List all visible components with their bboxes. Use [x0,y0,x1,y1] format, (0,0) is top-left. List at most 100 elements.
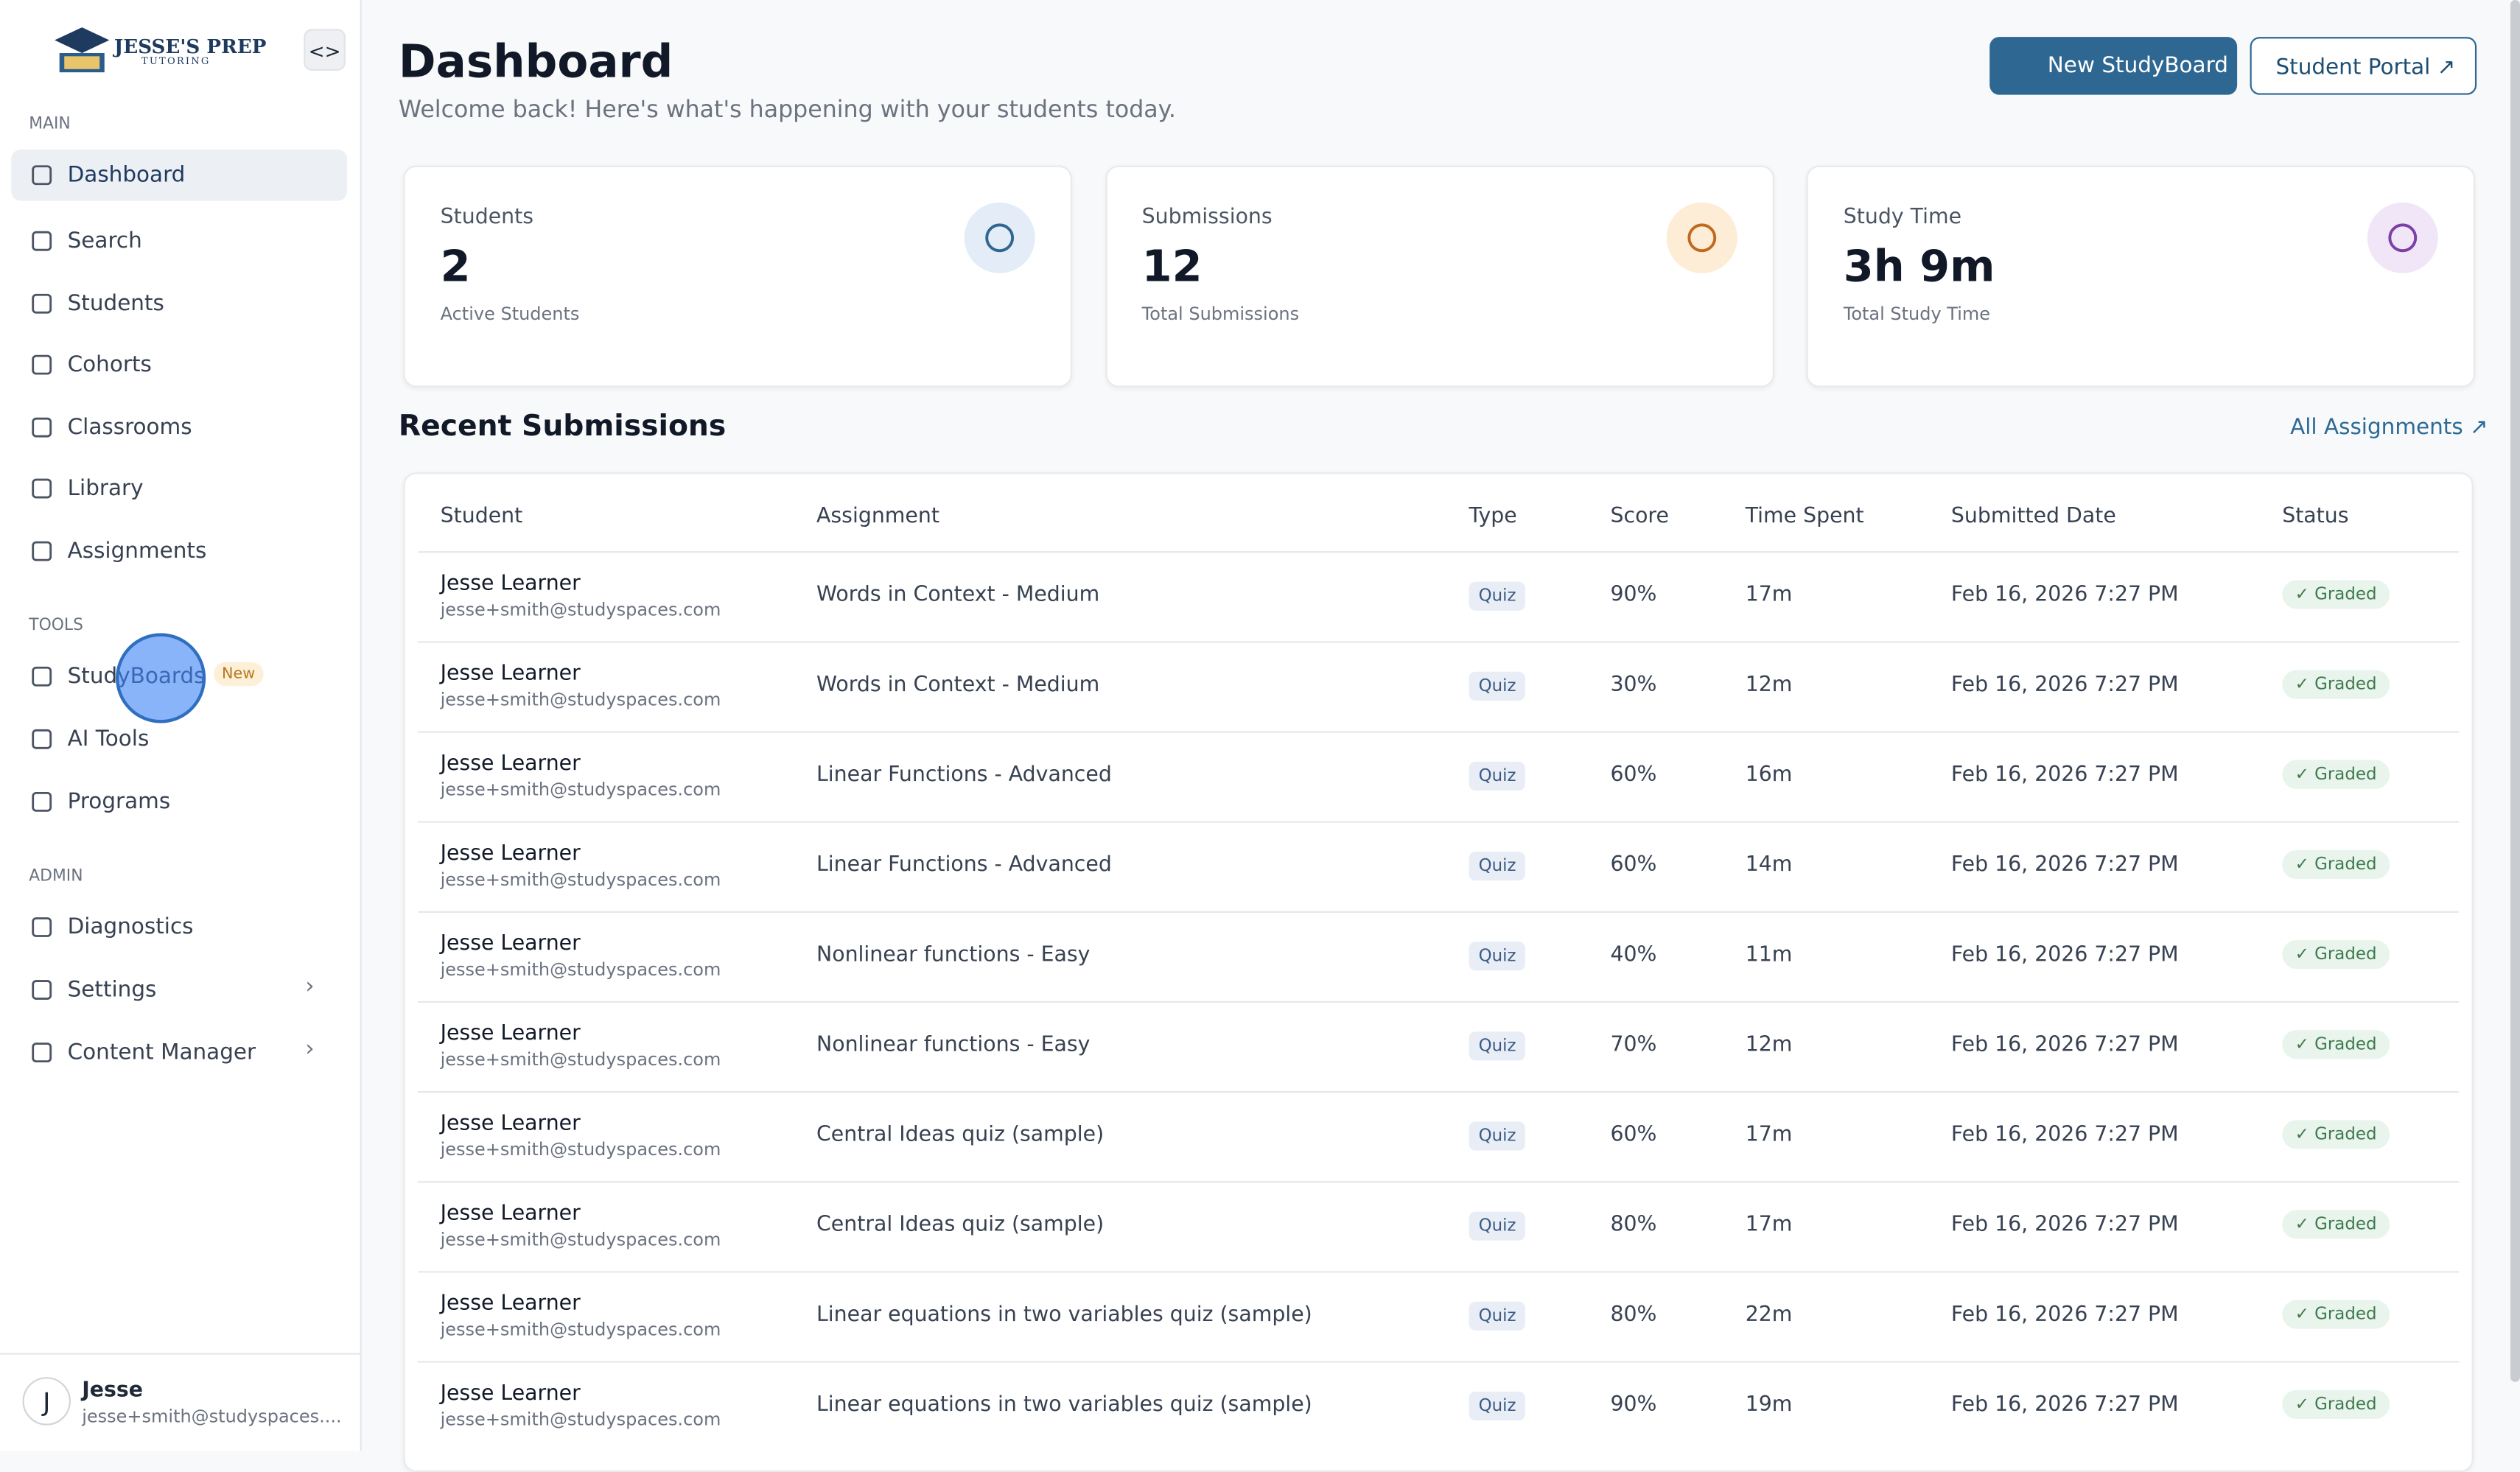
icon [2388,223,2418,253]
nav-item[interactable]: Programs [11,776,347,827]
status-label: Graded [2314,944,2377,964]
nav-label: Classrooms [67,413,192,440]
nav-icon [32,1042,52,1063]
student-email: jesse+smith@studyspaces.com [440,1139,721,1160]
submitted-date: Feb 16, 2026 7:27 PM [1950,763,2179,788]
student-name: Jesse Learner [440,572,581,597]
score: 70% [1610,1033,1657,1058]
type-badge: Quiz [1469,1121,1526,1151]
nav-icon [32,354,52,375]
type-badge: Quiz [1469,761,1526,791]
nav-item[interactable]: Diagnostics [11,902,347,953]
time-spent: 17m [1745,1123,1793,1148]
column-header: Assignment [816,504,939,529]
nav-item[interactable]: Cohorts [11,339,347,390]
column-header: Student [440,504,523,529]
collapse-button[interactable]: <> [304,29,346,71]
column-header: Status [2282,504,2349,529]
section-title: Recent Submissions [398,410,727,444]
nav-label: Settings [67,977,157,1003]
column-header: Score [1610,504,1669,529]
user-name: Jesse [82,1378,144,1403]
nav-icon [32,416,52,437]
type-badge: Quiz [1469,1211,1526,1241]
assignment: Nonlinear functions - Easy [816,1033,1091,1058]
student-name: Jesse Learner [440,1291,581,1317]
new-studyboard-button[interactable]: New StudyBoard [1989,37,2238,95]
nav-icon [32,540,52,561]
avatar[interactable]: J [22,1377,71,1426]
nav-item[interactable]: Assignments [11,525,347,576]
nav-icon [32,165,52,186]
nav-label: Dashboard [67,162,186,189]
page-title: Dashboard [398,35,673,88]
logo-text: JESSE'S PREP [113,35,267,58]
nav-item[interactable]: Settings › [11,964,347,1016]
assignment: Linear Functions - Advanced [816,763,1112,788]
column-header: Time Spent [1745,504,1864,529]
nav-item[interactable]: Classrooms [11,401,347,452]
student-name: Jesse Learner [440,662,581,687]
time-spent: 22m [1745,1303,1793,1328]
all-assignments-link[interactable]: All Assignments ↗ [2290,414,2488,441]
stat-card: Students 2 Active Students [403,165,1072,388]
stat-caption: Total Study Time [1843,304,1991,325]
section-label: TOOLS [29,617,83,635]
stat-value: 2 [440,242,471,292]
row-divider [418,1181,2460,1183]
status-label: Graded [2314,1214,2377,1235]
stat-value: 3h 9m [1843,242,1995,292]
student-email: jesse+smith@studyspaces.com [440,1409,721,1431]
nav-item[interactable]: AI Tools [11,713,347,765]
stat-caption: Total Submissions [1141,304,1300,325]
score: 40% [1610,943,1657,968]
student-name: Jesse Learner [440,1381,581,1406]
nav-item[interactable]: Library [11,463,347,514]
time-spent: 12m [1745,673,1793,698]
score: 90% [1610,1393,1657,1417]
submitted-date: Feb 16, 2026 7:27 PM [1950,583,2179,608]
time-spent: 16m [1745,763,1793,788]
nav-item[interactable]: Search [11,215,347,267]
score: 60% [1610,1123,1657,1148]
nav-item[interactable]: Dashboard [11,149,348,201]
nav-item[interactable]: Content Manager › [11,1027,347,1079]
status-badge: ✓ Graded [2282,1300,2390,1329]
submitted-date: Feb 16, 2026 7:27 PM [1950,943,2179,968]
nav-item[interactable]: Students [11,277,347,329]
submitted-date: Feb 16, 2026 7:27 PM [1950,1033,2179,1058]
student-email: jesse+smith@studyspaces.com [440,959,721,981]
assignment: Linear equations in two variables quiz (… [816,1303,1312,1328]
row-divider [418,1000,2460,1003]
section-label: ADMIN [29,867,83,886]
status-label: Graded [2314,584,2377,605]
row-divider [418,1090,2460,1093]
student-name: Jesse Learner [440,932,581,956]
stat-card: Submissions 12 Total Submissions [1105,165,1774,388]
time-spent: 19m [1745,1393,1793,1417]
nav-label: Programs [67,788,171,815]
status-label: Graded [2314,1034,2377,1054]
submitted-date: Feb 16, 2026 7:27 PM [1950,673,2179,698]
student-portal-button[interactable]: Student Portal ↗ [2250,37,2477,95]
icon [1687,223,1716,253]
stat-card: Study Time 3h 9m Total Study Time [1806,165,2475,388]
status-badge: ✓ Graded [2282,1120,2390,1149]
status-label: Graded [2314,675,2377,695]
stat-label: Study Time [1843,206,1962,230]
assignment: Central Ideas quiz (sample) [816,1213,1105,1238]
student-name: Jesse Learner [440,1202,581,1227]
time-spent: 12m [1745,1033,1793,1058]
stat-icon [1665,202,1737,273]
student-email: jesse+smith@studyspaces.com [440,1229,721,1250]
chevron: › [305,1036,315,1062]
row-divider [418,821,2460,823]
nav-icon [32,666,52,687]
nav-label: Library [67,475,144,502]
nav-label: Search [67,228,142,254]
row-divider [418,1361,2460,1363]
type-badge: Quiz [1469,1301,1526,1331]
button-label: New StudyBoard [2047,52,2228,79]
